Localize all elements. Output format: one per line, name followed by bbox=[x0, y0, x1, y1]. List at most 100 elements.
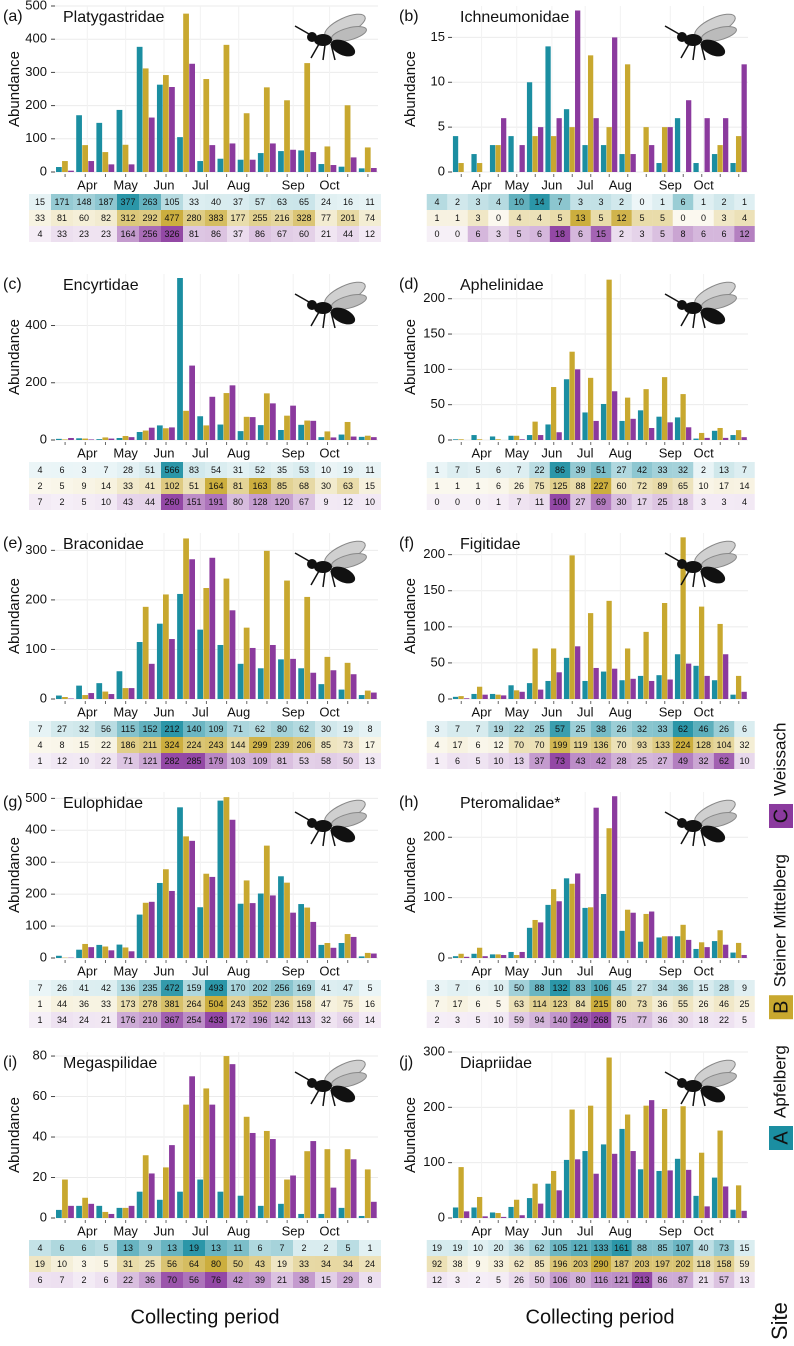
bar bbox=[606, 279, 612, 440]
table-cell bbox=[161, 721, 183, 737]
table-cell bbox=[549, 721, 571, 737]
bar bbox=[278, 429, 284, 440]
table-value: 4 bbox=[37, 740, 42, 750]
bar bbox=[545, 1183, 551, 1218]
table-value: 50 bbox=[343, 756, 353, 766]
bar bbox=[717, 1130, 723, 1218]
bar bbox=[458, 439, 464, 440]
bar bbox=[711, 430, 718, 440]
x-tick-label: Apr bbox=[77, 177, 98, 192]
bar bbox=[229, 143, 236, 172]
bar bbox=[269, 644, 276, 699]
table-value: 35 bbox=[277, 465, 287, 475]
x-tick-label: Aug bbox=[609, 963, 632, 978]
table-value: 2 bbox=[455, 197, 460, 207]
bar bbox=[489, 693, 496, 699]
table-value: 197 bbox=[655, 1259, 670, 1269]
icon-legs bbox=[294, 1071, 336, 1107]
bar bbox=[600, 671, 607, 699]
icon-body bbox=[684, 34, 702, 46]
bar bbox=[471, 953, 477, 958]
table-value: 22 bbox=[101, 740, 111, 750]
table-value: 33 bbox=[189, 197, 199, 207]
bar bbox=[513, 954, 520, 958]
bar bbox=[526, 435, 533, 440]
table-value: 15 bbox=[35, 197, 45, 207]
table-cell bbox=[549, 1240, 571, 1256]
table-cell bbox=[529, 753, 550, 769]
bar bbox=[269, 895, 276, 958]
y-tick-label: 200 bbox=[423, 546, 445, 561]
bar bbox=[148, 117, 155, 172]
table-cell bbox=[631, 1256, 653, 1272]
table-cell bbox=[631, 1240, 653, 1256]
table-cell bbox=[508, 210, 530, 226]
table-value: 10 bbox=[493, 756, 503, 766]
table-cell bbox=[652, 210, 673, 226]
y-tick-label: 100 bbox=[25, 641, 47, 656]
y-tick-label: 0 bbox=[438, 163, 445, 178]
bar bbox=[686, 1169, 692, 1218]
bar bbox=[269, 143, 276, 172]
table-value: 177 bbox=[230, 213, 245, 223]
table-value: 10 bbox=[101, 497, 111, 507]
table-cell bbox=[611, 210, 632, 226]
bar bbox=[458, 953, 464, 958]
table-value: 86 bbox=[555, 465, 565, 475]
icon-legs bbox=[294, 811, 336, 847]
bar bbox=[643, 913, 649, 958]
bar bbox=[661, 1108, 668, 1218]
table-cell bbox=[337, 1012, 359, 1028]
table-value: 171 bbox=[54, 197, 69, 207]
table-value: 299 bbox=[252, 740, 267, 750]
table-cell bbox=[631, 1272, 653, 1288]
table-value: 25 bbox=[637, 756, 647, 766]
table-value: 3 bbox=[598, 197, 603, 207]
y-tick-label: 50 bbox=[431, 396, 445, 411]
table-value: 29 bbox=[343, 1275, 353, 1285]
bar bbox=[452, 439, 459, 440]
table-cell bbox=[713, 980, 735, 996]
table-cell bbox=[315, 194, 337, 210]
bar bbox=[735, 1185, 742, 1218]
table-value: 2 bbox=[323, 1243, 328, 1253]
bar bbox=[96, 944, 103, 958]
table-value: 27 bbox=[657, 756, 667, 766]
table-cell bbox=[467, 1240, 489, 1256]
table-cell bbox=[734, 194, 755, 210]
table-value: 326 bbox=[164, 229, 179, 239]
table-cell bbox=[205, 462, 227, 478]
table-value: 30 bbox=[321, 724, 331, 734]
table-value: 26 bbox=[57, 983, 67, 993]
y-axis-label: Abundance bbox=[402, 578, 419, 654]
table-value: 1 bbox=[434, 481, 439, 491]
table-cell bbox=[139, 478, 161, 494]
table-cell bbox=[529, 737, 550, 753]
table-value: 4 bbox=[37, 465, 42, 475]
bar bbox=[741, 954, 747, 958]
bar bbox=[482, 1216, 488, 1218]
bar bbox=[290, 1175, 296, 1218]
x-tick-label: Sep bbox=[659, 963, 682, 978]
table-cell bbox=[117, 980, 139, 996]
bar bbox=[513, 1199, 520, 1218]
bar bbox=[550, 648, 557, 699]
icon-head bbox=[677, 32, 687, 42]
bar bbox=[56, 167, 62, 172]
table-value: 5 bbox=[103, 1243, 108, 1253]
table-cell bbox=[508, 194, 530, 210]
table-value: 20 bbox=[493, 1243, 503, 1253]
table-value: 169 bbox=[296, 983, 311, 993]
table-cell bbox=[293, 1240, 315, 1256]
table-cell bbox=[249, 1240, 271, 1256]
table-value: 28 bbox=[616, 756, 626, 766]
icon-body bbox=[330, 1085, 356, 1103]
bar bbox=[582, 907, 588, 958]
table-cell bbox=[631, 462, 653, 478]
x-tick-label: Apr bbox=[77, 963, 98, 978]
x-tick-label: May bbox=[113, 445, 138, 460]
icon-head bbox=[677, 559, 687, 569]
table-cell bbox=[139, 210, 161, 226]
table-value: 15 bbox=[365, 481, 375, 491]
panel-title: Braconidae bbox=[63, 536, 144, 553]
